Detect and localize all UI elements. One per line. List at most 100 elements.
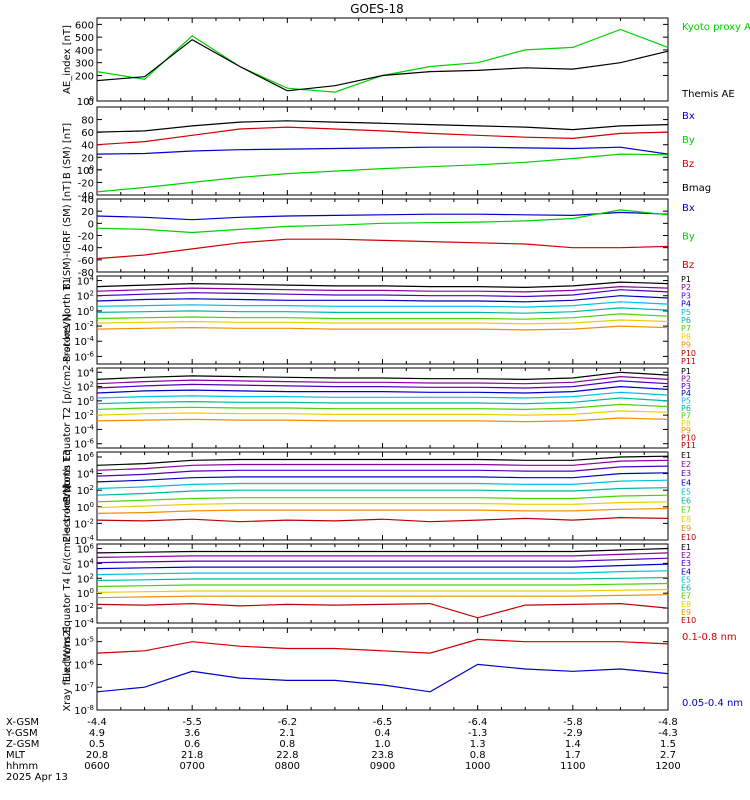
series-line-P1 [96, 281, 669, 289]
x-axis-value: -6.4 [468, 717, 488, 728]
x-axis-row-label: hhmm [6, 761, 38, 772]
series-line-P4 [96, 295, 669, 303]
y-tick-label: 100 [77, 501, 94, 514]
x-axis-value: 23.8 [371, 750, 393, 761]
channel-label-P11: P11 [681, 357, 696, 366]
y-tick-label: 104 [77, 366, 95, 379]
series-line-By [96, 153, 669, 193]
channel-label-E4: E4 [681, 567, 691, 576]
channel-label-E2: E2 [681, 551, 691, 560]
channel-label-E2: E2 [681, 460, 691, 469]
y-tick-label: 400 [75, 46, 94, 57]
x-axis-value: 20.8 [86, 750, 108, 761]
y-tick-label: 10-2 [74, 320, 94, 333]
channel-label-P10: P10 [681, 349, 696, 358]
channel-label-E8: E8 [681, 600, 691, 609]
legend-entry-0: Kyoto proxy AE [682, 22, 750, 33]
y-tick-label: 10-4 [74, 335, 94, 348]
series-line-E2 [96, 552, 669, 558]
series-line-Bmag [96, 120, 669, 133]
y-tick-label: 200 [75, 71, 94, 82]
channel-label-P8: P8 [681, 419, 691, 428]
x-axis-value: 1000 [465, 761, 490, 772]
y-axis-label: AE_index [nT] [62, 25, 73, 94]
panel-frame [96, 17, 669, 102]
channel-label-P1: P1 [681, 367, 691, 376]
series-line-E8 [96, 501, 669, 509]
channel-label-E8: E8 [681, 515, 691, 524]
channel-label-P7: P7 [681, 324, 691, 333]
y-tick-label: 10-4 [74, 617, 94, 630]
x-axis-value: 0.8 [470, 750, 486, 761]
x-axis-value: -6.5 [373, 717, 393, 728]
channel-label-E6: E6 [681, 584, 691, 593]
channel-label-P2: P2 [681, 374, 691, 383]
y-axis-label: B (SM) [nT] [62, 123, 73, 179]
y-tick-label: 102 [77, 572, 94, 585]
channel-label-E1: E1 [681, 451, 691, 460]
x-axis-row-label: Z-GSM [6, 739, 39, 750]
y-tick-label: 10-8 [74, 704, 94, 717]
series-line-P5 [96, 391, 669, 399]
x-axis-value: 3.6 [184, 728, 200, 739]
channel-label-P6: P6 [681, 404, 691, 413]
series-line-P6 [96, 397, 669, 405]
y-tick-label: 102 [77, 381, 94, 394]
channel-label-P9: P9 [681, 426, 691, 435]
y-axis-label: Electrons North T3 [62, 449, 73, 542]
series-line-E4 [96, 472, 669, 483]
y-tick-label: 40 [81, 195, 94, 206]
x-axis-value: 0.6 [184, 739, 200, 750]
x-axis-value: -4.3 [658, 728, 678, 739]
y-tick-label: 40 [81, 141, 94, 152]
y-tick-label: 600 [75, 20, 94, 31]
series-line-Themis AE [96, 38, 669, 92]
y-axis-label: Protons North T1 [62, 278, 73, 362]
channel-label-P10: P10 [681, 434, 696, 443]
channel-label-E5: E5 [681, 575, 691, 584]
series-line-Kyoto proxy AE [96, 28, 669, 93]
panel-frame [96, 451, 669, 541]
y-tick-label: 104 [77, 468, 95, 481]
series-line-P9 [96, 417, 669, 423]
x-axis-value: -5.5 [182, 717, 202, 728]
x-axis-value: 1.0 [375, 739, 391, 750]
x-axis-row-label: X-GSM [6, 717, 39, 728]
channel-label-E7: E7 [681, 506, 691, 515]
x-axis-value: 4.9 [89, 728, 105, 739]
y-axis-label: B (SM)-IGRF (SM) [nT] [62, 181, 73, 290]
channel-label-P5: P5 [681, 397, 691, 406]
channel-label-P6: P6 [681, 316, 691, 325]
series-line-E5 [96, 570, 669, 576]
series-line-P3 [96, 289, 669, 298]
x-axis-value: 2.1 [279, 728, 295, 739]
x-axis-value: 0800 [275, 761, 300, 772]
legend-entry-2: Bz [682, 260, 694, 271]
y-axis-label: Xray flux [W/m2] [62, 626, 73, 711]
legend-entry-1: 0.05-0.4 nm [682, 698, 743, 709]
y-tick-label: 10-7 [74, 681, 94, 694]
y-tick-label: 10-6 [74, 350, 94, 363]
y-tick-label: 104 [77, 275, 95, 288]
y-tick-label: 0 [88, 97, 94, 108]
channel-label-E9: E9 [681, 608, 691, 617]
channel-label-P8: P8 [681, 332, 691, 341]
channel-label-P11: P11 [681, 441, 696, 450]
x-axis-value: 1.3 [470, 739, 486, 750]
channel-label-P7: P7 [681, 411, 691, 420]
x-axis-table: X-GSM -4.4 -5.5 -6.2 -6.5 -6.4 -5.8 -4.8 Y-GSM 4.… [5, 717, 681, 783]
x-axis-value: 1100 [560, 761, 585, 772]
y-tick-label: -20 [78, 178, 94, 189]
series-line-E8 [96, 588, 669, 593]
series-line-P4 [96, 385, 669, 394]
channel-label-P5: P5 [681, 308, 691, 317]
series-line-P7 [96, 313, 669, 320]
y-tick-label: 10-2 [74, 409, 94, 422]
series-line-By [96, 209, 669, 234]
x-axis-value: -1.3 [468, 728, 488, 739]
